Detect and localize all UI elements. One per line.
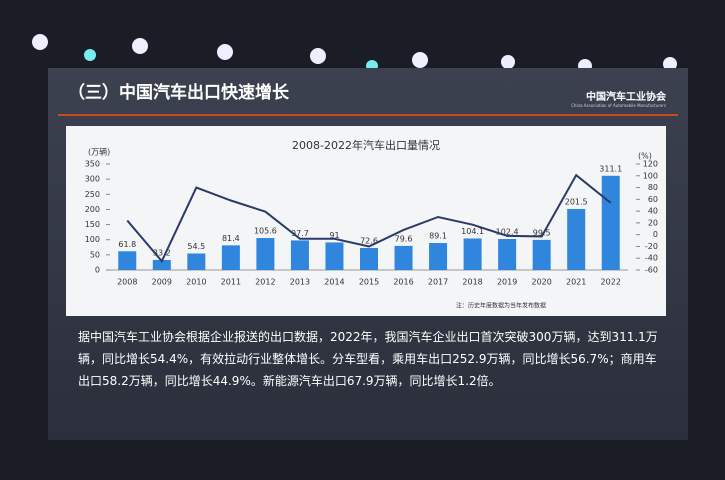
y2-axis-label: (%) [638,152,652,161]
value-label: 97.7 [291,229,309,238]
bar [567,208,586,270]
bar [152,259,171,270]
value-label: 91 [329,231,339,240]
x-tick-label: 2018 [462,278,482,287]
bar [221,245,240,270]
x-tick-label: 2022 [601,278,621,287]
y-tick-label: 350 [85,160,100,169]
y2-tick-label: 80 [648,183,658,192]
value-label: 311.1 [599,164,622,173]
x-tick-label: 2008 [117,278,137,287]
x-tick-label: 2009 [152,278,172,287]
light [501,55,515,69]
x-tick-label: 2014 [324,278,344,287]
x-tick-label: 2012 [255,278,275,287]
light [84,49,96,61]
stage-lights [32,34,677,70]
y-tick-label: 300 [85,175,100,184]
value-label: 104.1 [461,227,484,236]
value-label: 99.5 [533,228,551,237]
bar [187,253,206,270]
light [366,60,378,70]
value-label: 89.1 [429,232,447,241]
note: 注：历史年度数据为当年发布数据 [456,302,546,310]
title-rule [58,114,678,116]
bar [532,239,551,270]
y2-tick-label: 40 [648,207,658,216]
logo: 中国汽车工业协会 [586,92,666,103]
y-tick-label: 250 [85,190,100,199]
y-axis-label: (万辆) [88,147,110,157]
value-label: 105.6 [254,227,277,236]
y-tick-label: 150 [85,220,100,229]
y2-tick-label: -60 [645,266,658,275]
light [310,48,326,64]
y2-tick-label: 100 [643,171,658,180]
x-tick-label: 2021 [566,278,586,287]
bar [256,238,275,270]
y2-tick-label: 20 [648,218,658,227]
y-tick-label: 0 [95,266,100,275]
x-tick-label: 2013 [290,278,310,287]
x-tick-label: 2017 [428,278,448,287]
slide-title: （三）中国汽车出口快速增长 [68,83,289,103]
y2-tick-label: -20 [645,242,658,251]
x-tick-label: 2020 [531,278,551,287]
x-tick-label: 2010 [186,278,206,287]
logo-subtitle: China Association of Automobile Manufact… [571,103,666,108]
x-tick-label: 2015 [359,278,379,287]
x-tick-label: 2016 [393,278,413,287]
light [412,52,428,68]
y-tick-label: 200 [85,205,100,214]
value-label: 79.6 [395,234,413,243]
bar [429,243,448,270]
value-label: 33.2 [153,248,171,257]
value-label: 81.4 [222,234,240,243]
bar [498,238,517,270]
y-tick-label: 100 [85,235,100,244]
line [126,173,612,263]
light [217,44,233,60]
bar [325,242,344,270]
value-label: 201.5 [565,197,588,206]
light [578,59,592,70]
y2-tick-label: 0 [653,230,658,239]
chart-title: 2008-2022年汽车出口量情况 [292,138,440,152]
y-tick-label: 50 [90,250,100,259]
x-tick-label: 2011 [221,278,241,287]
bar [601,175,620,270]
value-label: 102.4 [496,227,519,236]
light [663,57,677,70]
bar [463,238,482,270]
slide-text: 据中国汽车工业协会根据企业报送的出口数据，2022年，我国汽车企业出口首次突破3… [78,330,658,388]
bar [290,240,309,270]
bar [118,251,137,270]
value-label: 54.5 [187,242,205,251]
y2-tick-label: 60 [648,195,658,204]
x-tick-label: 2019 [497,278,517,287]
value-label: 61.8 [118,240,136,249]
bar [394,245,413,270]
y2-tick-label: -40 [645,254,658,263]
chart: 2008-2022年汽车出口量情况 (万辆) (%) 注：历史年度数据为当年发布… [66,126,666,316]
light [32,34,48,50]
y2-tick-label: 120 [643,160,658,169]
bar [360,248,378,270]
value-label: 72.6 [360,237,378,246]
light [132,38,148,54]
chart-panel [66,126,666,316]
